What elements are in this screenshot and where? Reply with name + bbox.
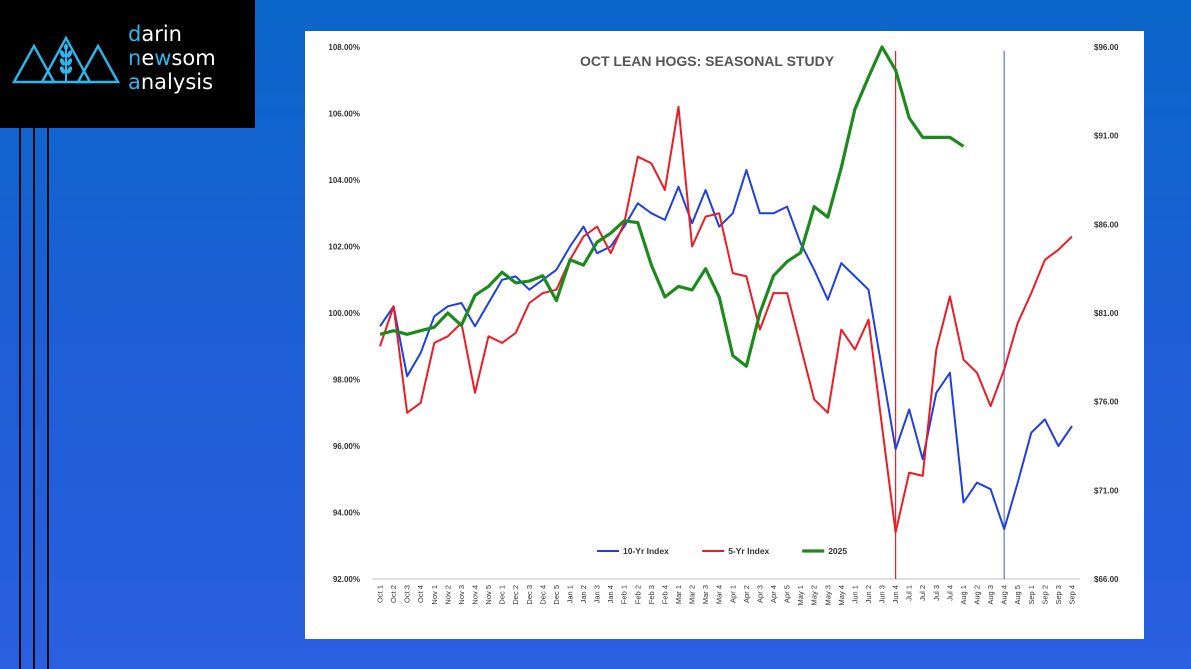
y-tick-label: 96.00% — [333, 442, 360, 451]
decorative-vertical-line — [47, 128, 49, 669]
mountain-wheat-logo-icon — [12, 35, 120, 84]
x-tick-label: May 4 — [837, 585, 846, 605]
x-tick-label: Apr 5 — [783, 585, 792, 603]
x-tick-label: Feb 3 — [647, 585, 656, 604]
y-tick-label: 102.00% — [328, 243, 360, 252]
x-tick-label: Feb 4 — [660, 585, 669, 604]
y2-tick-label: $66.00 — [1094, 575, 1119, 584]
x-tick-label: Dec 3 — [525, 585, 534, 605]
x-tick-label: Apr 2 — [742, 585, 751, 603]
x-tick-label: Aug 5 — [1013, 585, 1022, 605]
x-tick-label: Nov 5 — [484, 585, 493, 605]
y2-tick-label: $76.00 — [1094, 398, 1119, 407]
x-tick-label: Nov 3 — [457, 585, 466, 605]
x-tick-label: Mar 4 — [715, 585, 724, 604]
seasonal-line-chart: OCT LEAN HOGS: SEASONAL STUDY 92.00% 94.0… — [328, 43, 1119, 605]
x-tick-label: Jun 3 — [878, 585, 887, 603]
x-tick-label: Oct 4 — [416, 585, 425, 603]
x-tick-label: Oct 3 — [403, 585, 412, 603]
x-tick-label: Jun 2 — [864, 585, 873, 603]
y2-tick-label: $86.00 — [1094, 220, 1119, 229]
y2-tick-label: $71.00 — [1094, 486, 1119, 495]
x-tick-label: Sep 2 — [1040, 585, 1049, 605]
x-tick-label: Aug 1 — [959, 585, 968, 605]
decorative-vertical-line — [19, 128, 21, 669]
x-tick-label: Apr 3 — [755, 585, 764, 603]
brand-line-2: newsom — [128, 46, 216, 70]
x-tick-label: Mar 3 — [701, 585, 710, 604]
x-tick-label: Aug 3 — [986, 585, 995, 605]
chart-title: OCT LEAN HOGS: SEASONAL STUDY — [580, 53, 835, 69]
x-tick-label: Sep 4 — [1068, 585, 1077, 605]
y2-tick-label: $91.00 — [1094, 132, 1119, 141]
x-tick-label: Jul 4 — [945, 585, 954, 601]
y-tick-label: 108.00% — [328, 43, 360, 52]
x-tick-label: Jan 4 — [606, 585, 615, 603]
x-tick-label: Dec 5 — [552, 585, 561, 605]
x-tick-label: Aug 4 — [1000, 585, 1009, 605]
x-tick-label: May 3 — [823, 585, 832, 605]
x-tick-label: Jul 2 — [918, 585, 927, 601]
brand-wordmark: darin newsom analysis — [128, 22, 216, 94]
x-tick-label: Jan 2 — [579, 585, 588, 603]
brand-line-3: analysis — [128, 70, 214, 94]
chart-card: OCT LEAN HOGS: SEASONAL STUDY 92.00% 94.0… — [305, 31, 1144, 639]
x-tick-label: Aug 2 — [973, 585, 982, 605]
x-tick-label: Nov 1 — [430, 585, 439, 605]
x-tick-label: Feb 1 — [620, 585, 629, 604]
x-tick-label: Dec 2 — [511, 585, 520, 605]
x-tick-label: Dec 4 — [538, 585, 547, 605]
x-tick-label: Apr 1 — [728, 585, 737, 603]
y-tick-label: 106.00% — [328, 110, 360, 119]
brand-logo-box: darin newsom analysis — [0, 0, 255, 128]
x-tick-label: Sep 3 — [1054, 585, 1063, 605]
x-tick-label: Jul 3 — [932, 585, 941, 601]
x-tick-label: Jun 1 — [850, 585, 859, 603]
x-tick-label: Oct 1 — [376, 585, 385, 603]
x-tick-label: May 1 — [796, 585, 805, 605]
x-tick-label: Feb 2 — [633, 585, 642, 604]
y-tick-label: 98.00% — [333, 376, 360, 385]
brand-line-1: darin — [128, 22, 182, 46]
x-tick-label: Jul 1 — [905, 585, 914, 601]
x-tick-label: Dec 1 — [498, 585, 507, 605]
x-tick-label: Sep 1 — [1027, 585, 1036, 605]
x-tick-label: Mar 2 — [688, 585, 697, 604]
x-tick-label: Nov 4 — [470, 585, 479, 605]
series-line — [379, 169, 1073, 531]
x-tick-label: Jan 1 — [565, 585, 574, 603]
y-tick-label: 94.00% — [333, 509, 360, 518]
y2-tick-label: $81.00 — [1094, 309, 1119, 318]
decorative-vertical-line — [33, 128, 35, 669]
series-line — [379, 45, 965, 368]
legend-label: 10-Yr Index — [623, 546, 669, 556]
x-tick-label: Apr 4 — [769, 585, 778, 603]
x-tick-label: Mar 1 — [674, 585, 683, 604]
legend-label: 5-Yr Index — [728, 546, 769, 556]
x-tick-label: May 2 — [810, 585, 819, 605]
y-tick-label: 104.00% — [328, 176, 360, 185]
series-line — [379, 105, 1073, 534]
x-tick-label: Jun 4 — [891, 585, 900, 603]
x-tick-label: Oct 2 — [389, 585, 398, 603]
x-tick-label: Jan 3 — [593, 585, 602, 603]
legend-label: 2025 — [828, 546, 847, 556]
y-tick-label: 100.00% — [328, 309, 360, 318]
y2-tick-label: $96.00 — [1094, 43, 1119, 52]
y-tick-label: 92.00% — [333, 575, 360, 584]
x-tick-label: Nov 2 — [443, 585, 452, 605]
